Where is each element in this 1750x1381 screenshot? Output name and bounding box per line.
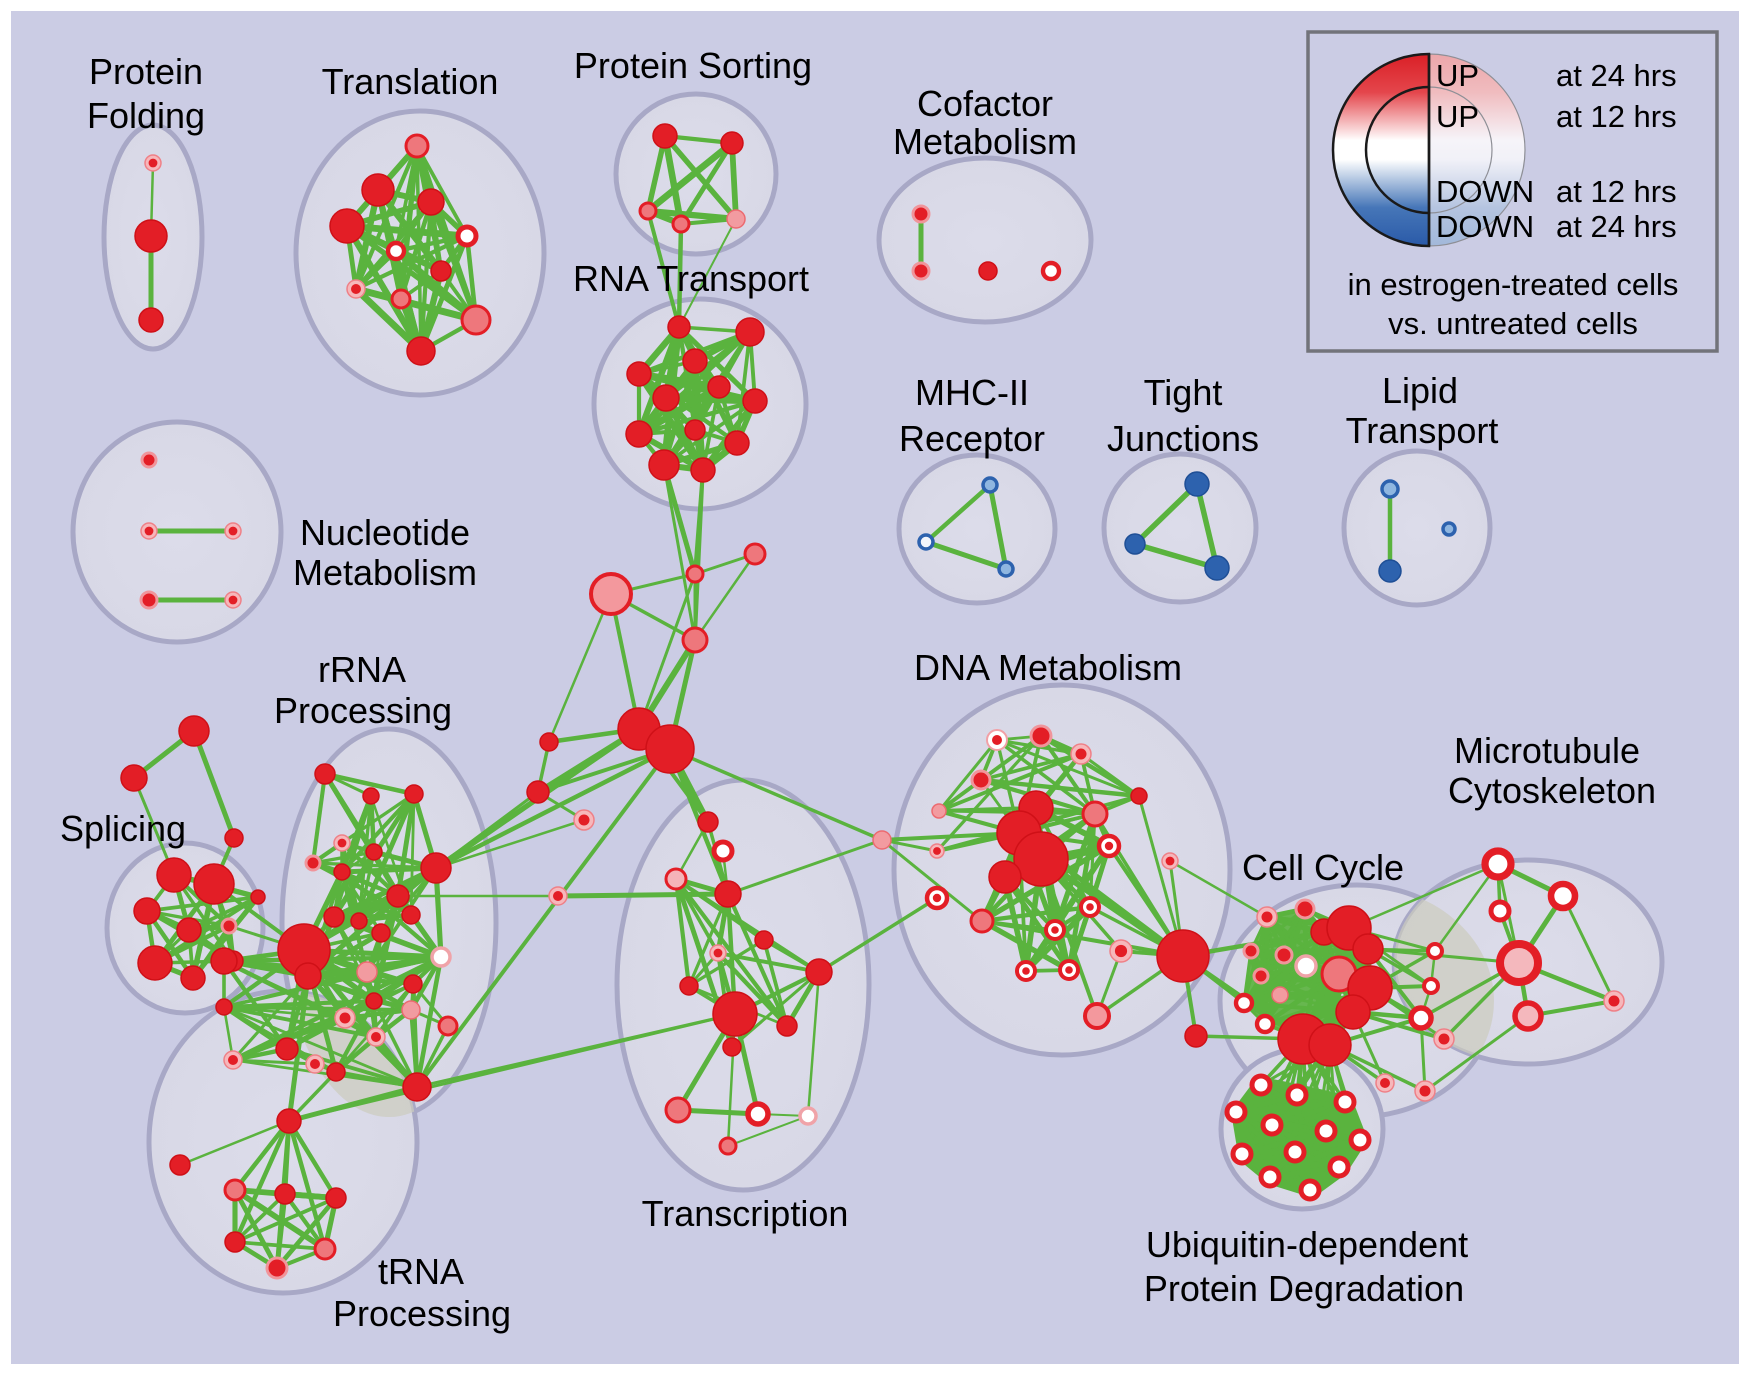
svg-text:DNA Metabolism: DNA Metabolism [914,647,1182,688]
svg-text:in estrogen-treated cells: in estrogen-treated cells [1348,267,1679,302]
svg-text:Ubiquitin-dependent: Ubiquitin-dependent [1146,1224,1468,1265]
svg-text:Processing: Processing [333,1293,511,1334]
svg-text:Nucleotide: Nucleotide [300,512,470,553]
svg-text:Splicing: Splicing [60,808,186,849]
svg-text:at 12 hrs: at 12 hrs [1556,99,1677,134]
svg-text:at 24 hrs: at 24 hrs [1556,209,1677,244]
svg-text:Tight: Tight [1144,372,1223,413]
svg-text:Protein Sorting: Protein Sorting [574,45,812,86]
svg-text:Protein: Protein [89,51,203,92]
svg-text:Cofactor: Cofactor [917,83,1053,124]
svg-text:Folding: Folding [87,95,205,136]
svg-text:Translation: Translation [322,61,499,102]
svg-text:Protein Degradation: Protein Degradation [1144,1268,1464,1309]
svg-text:at 24 hrs: at 24 hrs [1556,58,1677,93]
svg-text:Cell Cycle: Cell Cycle [1242,847,1404,888]
svg-text:UP: UP [1436,99,1479,134]
svg-text:Transcription: Transcription [642,1193,849,1234]
svg-text:Microtubule: Microtubule [1454,730,1640,771]
svg-text:Receptor: Receptor [899,418,1045,459]
svg-text:vs. untreated cells: vs. untreated cells [1388,306,1638,341]
svg-text:rRNA: rRNA [318,649,406,690]
svg-text:at 12 hrs: at 12 hrs [1556,174,1677,209]
svg-text:Junctions: Junctions [1107,418,1259,459]
svg-text:MHC-II: MHC-II [915,372,1029,413]
svg-text:Lipid: Lipid [1382,370,1458,411]
svg-text:Metabolism: Metabolism [293,552,477,593]
svg-text:Cytoskeleton: Cytoskeleton [1448,770,1656,811]
svg-text:tRNA: tRNA [378,1251,464,1292]
svg-text:UP: UP [1436,58,1479,93]
svg-text:Transport: Transport [1346,410,1499,451]
svg-text:Processing: Processing [274,690,452,731]
svg-text:DOWN: DOWN [1436,209,1534,244]
svg-text:Metabolism: Metabolism [893,121,1077,162]
svg-text:DOWN: DOWN [1436,174,1534,209]
svg-text:RNA Transport: RNA Transport [573,258,809,299]
